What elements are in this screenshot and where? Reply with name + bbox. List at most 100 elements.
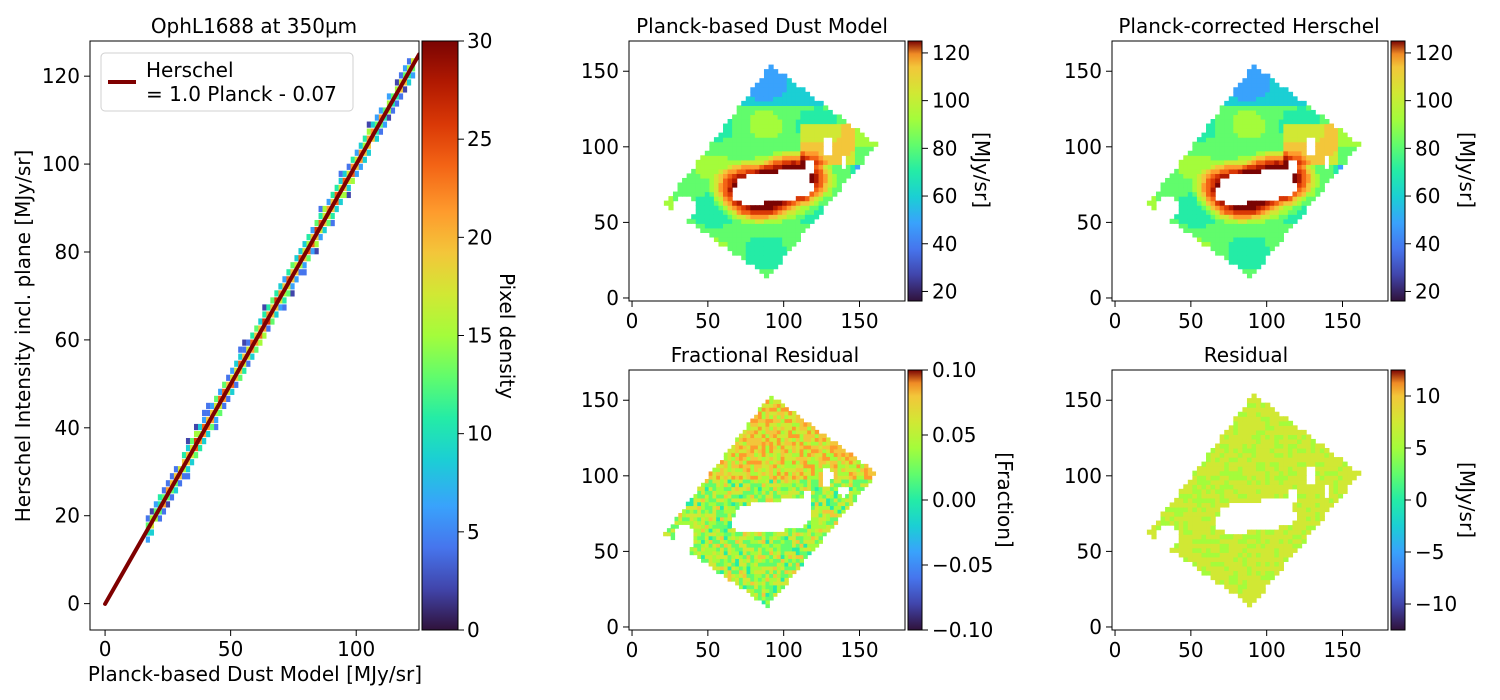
map-cell bbox=[1246, 264, 1253, 270]
y-tick-label: 0 bbox=[1089, 286, 1102, 310]
map-cell bbox=[784, 554, 789, 559]
map-cell bbox=[1306, 109, 1312, 116]
map-cell bbox=[716, 565, 721, 571]
map-cell bbox=[773, 168, 779, 175]
map-cell bbox=[719, 562, 725, 567]
map-cell bbox=[786, 155, 792, 161]
map-cell bbox=[1246, 402, 1253, 408]
map-cell bbox=[1210, 164, 1216, 170]
map-cell bbox=[1210, 245, 1216, 252]
map-cell bbox=[757, 486, 763, 491]
map-cell bbox=[795, 422, 801, 427]
map-cell bbox=[1306, 511, 1312, 517]
map-cell bbox=[1328, 466, 1335, 472]
map-cell bbox=[1269, 543, 1275, 549]
map-cell bbox=[1201, 173, 1207, 179]
map-cell bbox=[788, 441, 793, 446]
map-cell bbox=[1265, 488, 1271, 494]
map-cell bbox=[1319, 141, 1325, 147]
map-cell bbox=[761, 562, 767, 567]
map-cell bbox=[1242, 479, 1248, 485]
map-cell bbox=[738, 565, 744, 571]
map-cell bbox=[723, 187, 729, 193]
map-cell bbox=[1315, 191, 1321, 197]
map-cell bbox=[786, 223, 792, 229]
map-cell bbox=[818, 123, 824, 129]
map-cell bbox=[754, 478, 759, 484]
map-cell bbox=[1219, 137, 1225, 143]
map-cell bbox=[1260, 218, 1266, 224]
map-cell bbox=[1215, 141, 1221, 147]
map-cell bbox=[795, 205, 801, 211]
map-cell bbox=[768, 123, 774, 129]
map-cell bbox=[723, 241, 729, 247]
map-cell bbox=[731, 513, 736, 518]
map-cell bbox=[1210, 502, 1216, 508]
map-cell bbox=[732, 137, 738, 143]
map-cell bbox=[776, 437, 782, 442]
map-cell bbox=[1210, 146, 1216, 152]
map-cell bbox=[1265, 128, 1271, 134]
map-cell bbox=[768, 227, 774, 233]
map-cell bbox=[782, 232, 788, 238]
density-cell bbox=[338, 177, 343, 184]
map-cell bbox=[1233, 470, 1239, 476]
map-cell bbox=[1242, 150, 1248, 156]
map-cell bbox=[799, 426, 804, 431]
map-cell bbox=[1246, 561, 1253, 567]
map-cell bbox=[803, 535, 808, 541]
map-cell bbox=[804, 119, 811, 125]
density-cell bbox=[165, 480, 171, 487]
map-cell bbox=[1192, 223, 1198, 229]
map-cell bbox=[786, 218, 792, 224]
map-cell bbox=[1333, 497, 1339, 504]
map-cell bbox=[788, 418, 793, 423]
map-cell bbox=[765, 456, 770, 461]
map-cell bbox=[859, 132, 865, 138]
map-cell bbox=[1315, 146, 1321, 152]
map-cell bbox=[1278, 547, 1284, 553]
map-cell bbox=[1210, 452, 1216, 458]
map-cell bbox=[1256, 264, 1262, 270]
map-cell bbox=[1337, 155, 1344, 161]
map-cell bbox=[807, 463, 812, 469]
map-cell bbox=[1287, 105, 1294, 111]
map-cell bbox=[1256, 543, 1262, 549]
map-cell bbox=[836, 173, 842, 179]
map-cell bbox=[1228, 155, 1234, 161]
map-cell bbox=[701, 513, 706, 518]
map-cell bbox=[1215, 227, 1221, 233]
map-cell bbox=[1210, 241, 1216, 247]
map-cell bbox=[757, 441, 763, 446]
map-cell bbox=[732, 132, 738, 138]
map-cell bbox=[860, 471, 865, 476]
map-cell bbox=[712, 531, 717, 537]
density-cell bbox=[402, 65, 408, 72]
map-cell bbox=[1324, 132, 1330, 138]
map-cell bbox=[809, 173, 815, 179]
map-cell bbox=[1256, 119, 1262, 125]
map-cell bbox=[810, 516, 816, 522]
map-cell bbox=[792, 478, 797, 484]
map-cell bbox=[697, 524, 702, 529]
x-tick-label: 150 bbox=[1323, 638, 1361, 662]
map-cell bbox=[773, 418, 778, 423]
map-cell bbox=[818, 209, 824, 215]
map-cell bbox=[804, 114, 811, 120]
map-cell bbox=[1337, 479, 1344, 485]
map-cell bbox=[845, 467, 850, 473]
map-cell bbox=[1297, 488, 1303, 494]
map-cell bbox=[1269, 146, 1275, 152]
map-cell bbox=[759, 119, 765, 125]
map-cell bbox=[672, 191, 679, 197]
map-cell bbox=[1265, 241, 1271, 247]
map-cell bbox=[1333, 150, 1339, 156]
map-cell bbox=[1260, 543, 1266, 549]
map-cell bbox=[754, 119, 761, 125]
map-cell bbox=[1215, 241, 1221, 247]
map-cell bbox=[1278, 223, 1284, 229]
map-cell bbox=[1269, 236, 1275, 243]
map-cell bbox=[731, 577, 736, 582]
map-cell bbox=[823, 128, 829, 134]
map-cell bbox=[1310, 484, 1316, 490]
